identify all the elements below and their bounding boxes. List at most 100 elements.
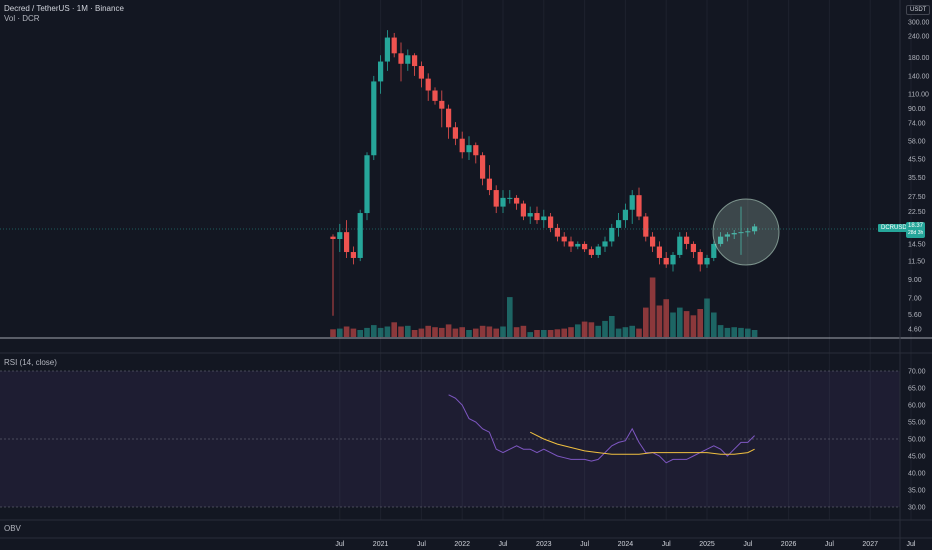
candle-body[interactable] — [554, 227, 560, 237]
price-candles[interactable] — [330, 30, 758, 316]
y-tick-label: 58.00 — [908, 139, 926, 146]
candle-body[interactable] — [582, 243, 588, 250]
candle-body[interactable] — [357, 213, 363, 258]
price-axis[interactable]: 300.00 240.00 180.00 140.00 110.00 90.00 74.00… — [908, 20, 930, 334]
y-tick-label: 90.00 — [908, 106, 926, 113]
candle-body[interactable] — [527, 213, 533, 217]
y-tick-label: 11.50 — [908, 259, 925, 266]
candle-body[interactable] — [514, 197, 520, 204]
y-tick-label: 45.50 — [908, 157, 926, 164]
candle-body[interactable] — [690, 243, 696, 253]
candle-body[interactable] — [507, 197, 513, 199]
candle-body[interactable] — [616, 220, 622, 228]
candle-body[interactable] — [575, 243, 581, 247]
volume-bar — [432, 327, 438, 337]
candle-body[interactable] — [629, 195, 635, 210]
volume-bar — [609, 316, 615, 337]
volume-bar — [357, 330, 363, 337]
currency-button[interactable]: USDT — [906, 5, 931, 15]
candle-body[interactable] — [711, 243, 717, 258]
candle-body[interactable] — [677, 236, 683, 255]
candle-body[interactable] — [439, 100, 445, 109]
candle-body[interactable] — [391, 37, 397, 54]
candle-body[interactable] — [595, 246, 601, 255]
volume-bar — [439, 327, 445, 337]
candle-body[interactable] — [330, 236, 336, 239]
volume-bar — [683, 311, 690, 337]
volume-bar — [330, 329, 336, 337]
candle-body[interactable] — [493, 190, 499, 207]
volume-bar — [751, 330, 758, 337]
volume-bar — [350, 328, 357, 337]
candle-body[interactable] — [636, 195, 642, 217]
candle-body[interactable] — [656, 246, 662, 258]
candle-body[interactable] — [412, 55, 418, 67]
candle-body[interactable] — [473, 145, 479, 156]
candle-body[interactable] — [534, 213, 540, 221]
candle-body[interactable] — [738, 232, 744, 234]
candle-body[interactable] — [718, 236, 724, 244]
volume-bar — [745, 328, 751, 337]
candle-body[interactable] — [405, 55, 411, 64]
candle-body[interactable] — [684, 236, 690, 244]
candle-body[interactable] — [418, 66, 424, 79]
volume-bar — [513, 327, 520, 337]
candle-body[interactable] — [459, 138, 465, 153]
candle-body[interactable] — [561, 236, 567, 242]
candle-body[interactable] — [378, 61, 384, 82]
time-axis[interactable]: Jul 2021 Jul 2022 Jul 2023 Jul 2024 Jul 2025 Jul 20… — [335, 541, 916, 548]
candle-body[interactable] — [752, 226, 758, 232]
candle-body[interactable] — [731, 233, 737, 235]
x-tick-label: 2022 — [454, 541, 470, 548]
candle-body[interactable] — [541, 216, 547, 221]
candle-body[interactable] — [364, 155, 370, 214]
volume-bar — [602, 320, 608, 337]
y-tick-label: 110.00 — [908, 91, 929, 98]
candle-body[interactable] — [520, 203, 526, 217]
y-tick-label: 5.60 — [908, 312, 922, 319]
candle-body[interactable] — [350, 252, 356, 258]
candle-body[interactable] — [398, 53, 404, 64]
x-tick-label: 2021 — [373, 541, 389, 548]
candle-body[interactable] — [344, 232, 350, 253]
candle-body[interactable] — [466, 145, 472, 153]
candle-body[interactable] — [452, 127, 458, 139]
candle-body[interactable] — [480, 155, 486, 179]
candle-body[interactable] — [650, 236, 656, 247]
candle-body[interactable] — [337, 232, 343, 239]
candle-body[interactable] — [425, 78, 431, 91]
x-tick-label: Jul — [743, 541, 752, 548]
rsi-tick-label: 65.00 — [908, 386, 926, 393]
candle-body[interactable] — [486, 178, 492, 191]
volume-bar — [364, 327, 370, 337]
candle-body[interactable] — [500, 197, 506, 207]
candle-body[interactable] — [568, 241, 574, 247]
last-price-badge: 18.37 28d 3h — [906, 222, 926, 238]
candle-body[interactable] — [663, 257, 669, 265]
volume-bar — [493, 328, 499, 337]
candle-body[interactable] — [697, 252, 703, 265]
candle-body[interactable] — [622, 209, 628, 221]
candle-body[interactable] — [602, 241, 608, 247]
candle-body[interactable] — [745, 231, 751, 233]
volume-bar — [534, 330, 540, 337]
candle-body[interactable] — [548, 216, 554, 228]
candle-body[interactable] — [704, 257, 710, 265]
volume-bar — [391, 322, 397, 337]
candle-body[interactable] — [446, 108, 452, 128]
candle-body[interactable] — [724, 234, 730, 237]
candle-body[interactable] — [384, 37, 390, 62]
candle-body[interactable] — [588, 249, 594, 255]
candle-body[interactable] — [371, 81, 377, 156]
volume-bar — [398, 326, 404, 337]
x-tick-label: 2023 — [536, 541, 552, 548]
candle-body[interactable] — [609, 227, 615, 242]
volume-bar — [697, 309, 703, 337]
candle-body[interactable] — [432, 90, 438, 101]
highlight-circle — [712, 198, 780, 266]
volume-bar — [588, 322, 595, 337]
candle-body[interactable] — [670, 254, 676, 265]
candle-body[interactable] — [643, 216, 649, 237]
volume-bar — [636, 328, 642, 337]
